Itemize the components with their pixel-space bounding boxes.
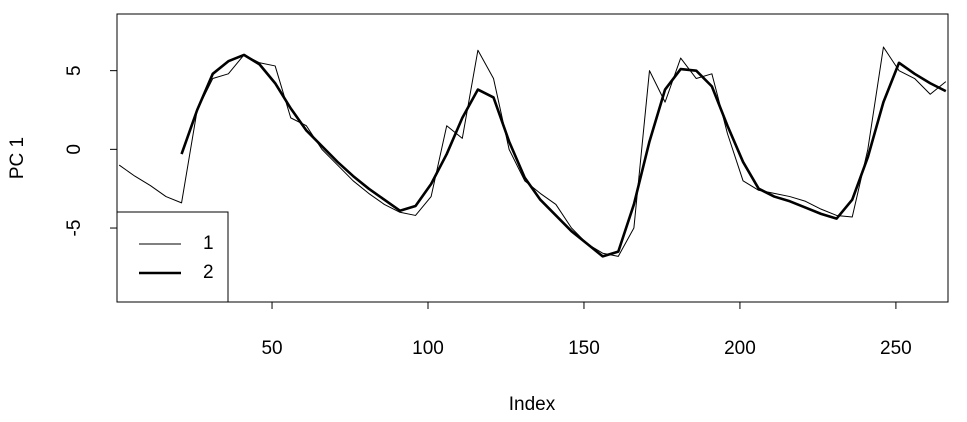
- legend-box: [116, 211, 229, 303]
- y-tick-label: -5: [64, 220, 85, 237]
- series-line: [180, 53, 947, 258]
- x-tick-label: 200: [724, 338, 756, 359]
- y-tick-label: 5: [64, 65, 85, 76]
- x-tick-label: 50: [261, 338, 282, 359]
- y-tick-label: 0: [64, 144, 85, 155]
- y-axis-title: PC 1: [7, 137, 28, 179]
- legend-label: 2: [203, 262, 214, 283]
- plot-frame: [116, 13, 949, 303]
- x-tick-label: 150: [568, 338, 600, 359]
- legend-label: 1: [203, 233, 214, 254]
- x-tick-label: 100: [412, 338, 444, 359]
- x-tick-label: 250: [880, 338, 912, 359]
- series-line: [118, 46, 947, 257]
- x-axis-title: Index: [509, 394, 556, 415]
